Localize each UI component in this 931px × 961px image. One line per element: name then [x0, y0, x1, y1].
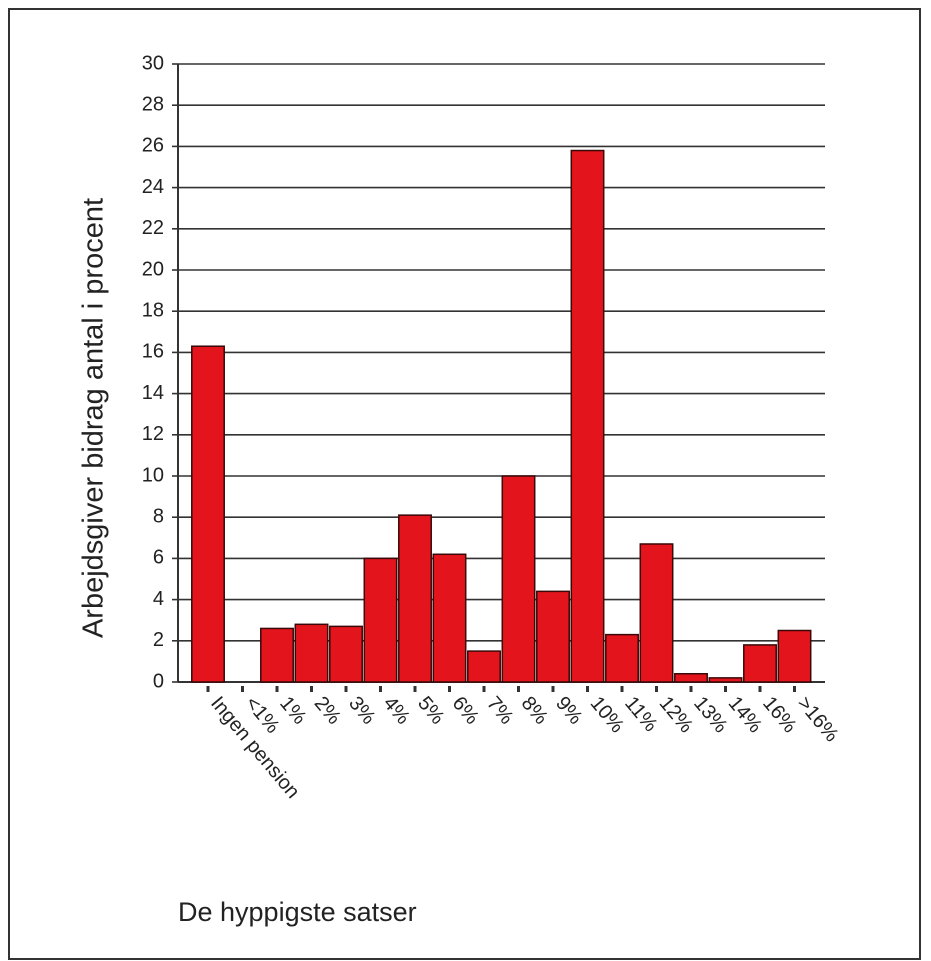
- y-tick-label: 2: [153, 629, 164, 651]
- x-tick-label: 11%: [620, 692, 662, 736]
- y-tick-label: 0: [153, 670, 164, 692]
- bar: [674, 673, 708, 683]
- bar: [294, 623, 329, 683]
- x-tick-mark: [689, 686, 693, 692]
- bar: [432, 553, 467, 683]
- bar: [570, 149, 605, 683]
- bar: [260, 627, 294, 683]
- x-tick-label: 4%: [379, 692, 415, 728]
- x-tick-label: 5%: [413, 692, 449, 728]
- x-tick-mark: [344, 686, 348, 692]
- x-axis-label: De hyppigste satser: [178, 897, 417, 927]
- bar: [398, 514, 432, 683]
- x-tick-label: 7%: [482, 692, 518, 728]
- x-tick-mark: [517, 686, 520, 692]
- y-tick-label: 8: [153, 505, 164, 527]
- y-tick-label: 10: [142, 464, 164, 486]
- x-tick-mark: [241, 686, 244, 692]
- y-tick-label: 24: [142, 176, 164, 198]
- y-tick-label: 14: [142, 382, 164, 404]
- y-axis-label: Arbejdsgiver bidrag antal i procent: [78, 198, 110, 638]
- x-tick-label: >16%: [793, 692, 843, 746]
- bar: [536, 590, 570, 683]
- y-tick-label: 26: [142, 135, 164, 157]
- x-tick-mark: [275, 686, 279, 692]
- y-tick-label: 4: [153, 588, 164, 610]
- bar: [743, 644, 777, 683]
- x-tick-mark: [206, 686, 210, 692]
- bar: [605, 633, 639, 683]
- x-tick-mark: [482, 686, 486, 692]
- x-tick-mark: [379, 686, 382, 692]
- x-tick-label: 2%: [310, 692, 346, 728]
- bar: [467, 650, 501, 683]
- bar: [501, 475, 536, 683]
- x-tick-label: 16%: [758, 692, 801, 737]
- x-tick-label: 3%: [344, 692, 380, 728]
- y-tick-label: 6: [153, 547, 164, 569]
- x-tick-label: 6%: [448, 692, 484, 728]
- x-tick-mark: [551, 686, 555, 692]
- y-tick-label: 16: [142, 341, 164, 363]
- x-tick-label: 12%: [655, 692, 698, 737]
- bar: [708, 677, 743, 683]
- x-tick-label: 14%: [724, 692, 767, 737]
- bar: [639, 543, 674, 683]
- y-tick-label: 28: [142, 93, 164, 115]
- frame: [8, 8, 921, 960]
- bar: [363, 557, 398, 683]
- x-tick-mark: [586, 686, 589, 692]
- y-tick-label: 30: [142, 52, 164, 74]
- x-tick-mark: [620, 686, 624, 692]
- x-tick-mark: [448, 686, 451, 692]
- x-tick-mark: [724, 686, 727, 692]
- y-tick-label: 12: [142, 423, 164, 445]
- x-tick-label: 8%: [517, 692, 553, 728]
- x-tick-mark: [310, 686, 313, 692]
- y-tick-label: 18: [142, 299, 164, 321]
- bar: [329, 625, 363, 683]
- x-tick-label: 9%: [551, 692, 587, 728]
- y-tick-label: 20: [142, 258, 164, 280]
- bar: [191, 345, 225, 683]
- x-tick-mark: [413, 686, 417, 692]
- y-tick-label: 22: [142, 217, 164, 239]
- bar: [777, 629, 812, 683]
- x-tick-label: 13%: [689, 692, 732, 737]
- x-tick-mark: [793, 686, 796, 692]
- x-tick-mark: [758, 686, 762, 692]
- x-tick-mark: [655, 686, 658, 692]
- x-tick-label: 10%: [586, 692, 629, 737]
